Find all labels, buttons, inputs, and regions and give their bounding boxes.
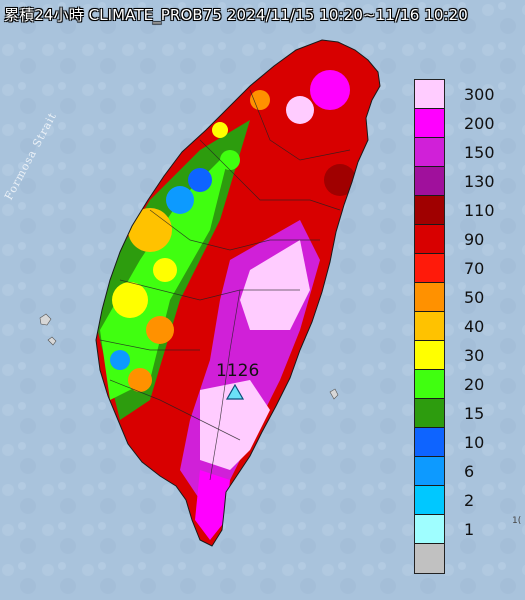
legend-label: 40 — [464, 317, 485, 336]
taiwan-coastline — [95, 39, 381, 547]
legend-label: 20 — [464, 375, 485, 394]
legend-label: 1 — [464, 520, 475, 539]
rainfall-legend: 300 200 150 130 110 90 70 50 40 30 20 15 10 6 2 1 — [414, 79, 495, 574]
legend-swatch — [415, 399, 444, 428]
max-rainfall-label: 1126 — [216, 361, 260, 381]
legend-swatch — [415, 370, 444, 399]
legend-swatch — [415, 486, 444, 515]
legend-label: 2 — [464, 491, 475, 510]
legend-swatch — [415, 428, 444, 457]
legend-swatch — [415, 109, 444, 138]
legend-label: 110 — [464, 201, 495, 220]
legend-swatch — [415, 80, 444, 109]
triangle-marker-icon — [226, 384, 244, 400]
legend-label: 70 — [464, 259, 485, 278]
legend-label: 150 — [464, 143, 495, 162]
legend-swatch — [415, 283, 444, 312]
legend-swatch — [415, 167, 444, 196]
legend-label: 10 — [464, 433, 485, 452]
legend-swatch — [415, 457, 444, 486]
legend-label: 50 — [464, 288, 485, 307]
legend-swatch — [415, 341, 444, 370]
legend-label: 6 — [464, 462, 475, 481]
legend-label: 30 — [464, 346, 485, 365]
legend-swatch — [415, 196, 444, 225]
map-title: 累積24小時 CLIMATE_PROB75 2024/11/15 10:20~1… — [4, 6, 468, 24]
legend-swatch — [415, 254, 444, 283]
legend-swatch — [415, 138, 444, 167]
legend-swatch — [415, 312, 444, 341]
east-islands — [329, 388, 339, 400]
corner-fragment-label: 1( — [512, 516, 522, 526]
legend-label: 130 — [464, 172, 495, 191]
penghu-islands — [39, 313, 57, 346]
legend-label: 15 — [464, 404, 485, 423]
legend-color-bar — [414, 79, 445, 574]
legend-swatch — [415, 225, 444, 254]
legend-label: 90 — [464, 230, 485, 249]
legend-label: 300 — [464, 85, 495, 104]
legend-swatch — [415, 515, 444, 544]
legend-swatch — [415, 544, 444, 573]
county-boundaries — [99, 89, 351, 481]
legend-label: 200 — [464, 114, 495, 133]
